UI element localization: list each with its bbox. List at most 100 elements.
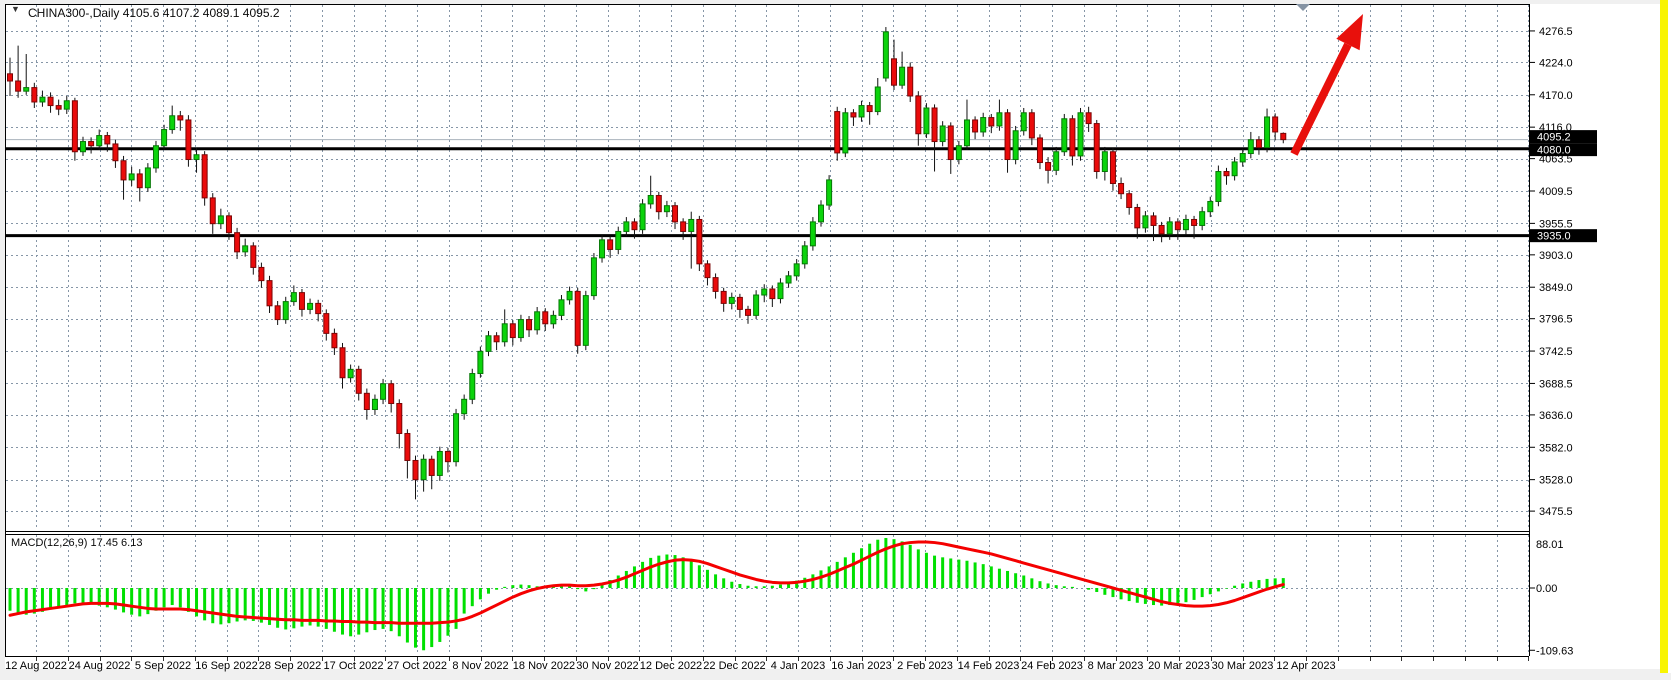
candle-bear: [1191, 218, 1198, 226]
yellow-strip: [1660, 0, 1668, 680]
candle-bull: [558, 299, 565, 316]
candle-bear: [526, 319, 533, 331]
candle-bear: [331, 332, 338, 349]
date-tick-label: 17 Oct 2022: [324, 660, 384, 672]
candle-bear: [444, 450, 451, 463]
candle-bear: [769, 288, 776, 300]
level-lower-label: 3935.0: [1537, 231, 1571, 243]
date-tick-label: 30 Mar 2023: [1212, 660, 1274, 672]
candle-bull: [1142, 215, 1149, 229]
candle-bull: [842, 112, 849, 154]
candle-bull: [152, 145, 159, 169]
price-tick-label: 3636.0: [1539, 410, 1573, 422]
candle-bear: [1126, 193, 1133, 208]
candle-bull: [169, 115, 176, 131]
candle-bear: [363, 392, 370, 411]
macd-axis[interactable]: 88.01 0.00 -109.63: [1529, 539, 1573, 657]
candle-bull: [144, 167, 151, 189]
candle-bear: [672, 205, 679, 223]
price-tick-label: 3955.5: [1539, 218, 1573, 230]
date-tick-label: 18 Nov 2022: [513, 660, 575, 672]
chart-menu-triangle-icon[interactable]: ▼: [11, 4, 20, 14]
candle-bear: [355, 368, 362, 394]
trend-arrow[interactable]: [1290, 14, 1363, 156]
level-lines-layer[interactable]: [5, 147, 1529, 238]
candle-bear: [1255, 139, 1262, 149]
macd-tick-label: 0.00: [1536, 583, 1557, 595]
candle-bear: [274, 305, 281, 321]
candle-bear: [55, 105, 62, 110]
candle-bear: [542, 311, 549, 325]
chart-shift-marker-icon[interactable]: [1296, 4, 1310, 11]
candle-bull: [1199, 211, 1206, 226]
candle-bear: [1150, 215, 1157, 226]
candle-bull: [590, 257, 597, 297]
candle-bear: [388, 383, 395, 405]
date-tick-label: 8 Nov 2022: [452, 660, 508, 672]
candle-bull: [1182, 218, 1189, 231]
candle-bull: [550, 314, 557, 325]
candle-bear: [234, 232, 241, 253]
candle-bull: [923, 107, 930, 135]
price-axis[interactable]: 4276.54224.04170.04116.04063.54009.53955…: [1529, 26, 1597, 518]
candle-bull: [777, 282, 784, 300]
candle-bull: [282, 301, 289, 321]
date-tick-label: 30 Nov 2022: [576, 660, 638, 672]
candle-bear: [696, 218, 703, 265]
candle-bear: [323, 313, 330, 334]
candle-bull: [307, 302, 314, 310]
current-price-label: 4095.2: [1537, 132, 1571, 144]
candle-bear: [47, 96, 54, 107]
candle-bull: [874, 86, 881, 113]
candle-bear: [1134, 206, 1141, 229]
level-lower-label-box: [1530, 229, 1597, 243]
candle-bear: [1045, 162, 1052, 171]
candle-bull: [623, 221, 630, 232]
candle-bull: [1247, 139, 1254, 155]
candle-bull: [501, 323, 508, 343]
candle-bear: [120, 160, 127, 181]
candle-bull: [1020, 112, 1027, 132]
candle-bull: [469, 373, 476, 400]
candle-bull: [826, 179, 833, 206]
candle-bear: [136, 173, 143, 189]
candle-bear: [736, 296, 743, 310]
candle-bear: [71, 100, 78, 153]
candle-bull: [380, 383, 387, 400]
candle-bull: [534, 311, 541, 331]
candle-bear: [720, 290, 727, 304]
candle-bull: [899, 66, 906, 86]
candles-layer: [7, 27, 1287, 500]
candle-bull: [1012, 130, 1019, 161]
candle-bull: [1207, 200, 1214, 213]
candle-bear: [907, 66, 914, 97]
candle-bear: [177, 115, 184, 121]
candle-bull: [1264, 116, 1271, 149]
price-tick-label: 4276.5: [1539, 26, 1573, 38]
date-tick-label: 24 Aug 2022: [69, 660, 131, 672]
candle-bull: [193, 154, 200, 161]
candle-bull: [615, 230, 622, 250]
candle-bear: [7, 73, 13, 82]
candle-bull: [728, 296, 735, 304]
candle-bull: [347, 368, 354, 379]
candle-bear: [704, 263, 711, 279]
candle-bear: [745, 308, 752, 316]
candle-bull: [753, 294, 760, 316]
candle-bull: [485, 335, 492, 352]
candle-bull: [882, 31, 889, 79]
date-tick-label: 8 Mar 2023: [1088, 660, 1144, 672]
price-tick-label: 3475.5: [1539, 506, 1573, 518]
price-tick-label: 3903.0: [1539, 250, 1573, 262]
candle-bear: [1272, 116, 1279, 133]
candle-bear: [890, 58, 897, 86]
candle-bear: [1223, 171, 1230, 177]
time-axis[interactable]: 12 Aug 2022 24 Aug 2022 5 Sep 2022 16 Sep 2…: [5, 657, 1529, 672]
candle-bull: [63, 100, 70, 110]
candle-bull: [290, 292, 297, 303]
date-tick-label: 12 Aug 2022: [5, 660, 67, 672]
price-tick-label: 4170.0: [1539, 90, 1573, 102]
candle-bull: [39, 96, 46, 103]
candle-bear: [31, 87, 38, 103]
